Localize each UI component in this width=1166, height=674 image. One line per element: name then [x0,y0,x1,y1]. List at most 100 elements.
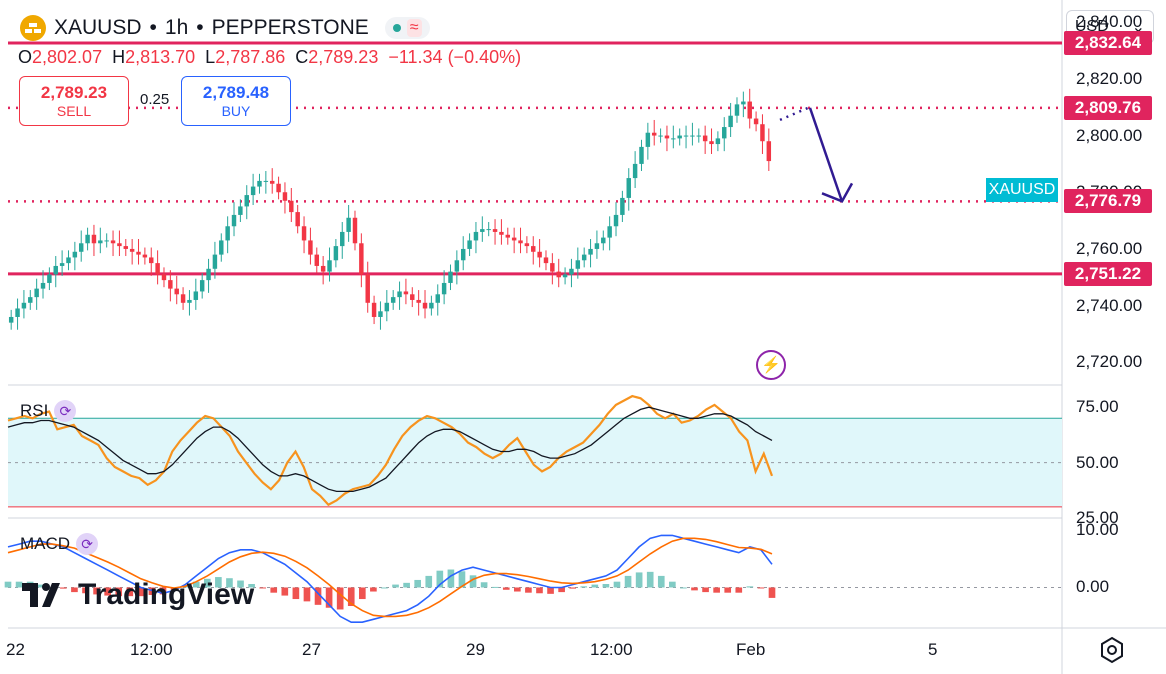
symbol-header[interactable]: XAUUSD • 1h • PEPPERSTONE ≈ [20,14,430,42]
candle-body [645,132,651,147]
candle-body [269,180,275,184]
macd-line [7,534,773,624]
market-status[interactable]: ≈ [384,17,430,39]
candle-body [562,274,568,278]
candle-body [753,118,759,125]
candle-body [34,288,39,298]
candle-body [161,274,167,281]
price-pane [8,41,1062,330]
candle-body [581,254,587,261]
macd-histogram-bar [536,587,543,594]
macd-title[interactable]: MACD ⟳ [20,533,99,555]
candle-body [607,226,612,238]
brand-name: TradingView [78,578,255,611]
interval-label: 1h [164,16,189,39]
broker-name: PEPPERSTONE [211,16,369,39]
macd-histogram-bar [281,587,289,596]
candle-body [352,217,358,244]
rsi-tick-label: 75.00 [1076,397,1119,417]
candle-body [104,240,109,242]
forecast-arrow [808,107,844,202]
candle-body [66,257,71,264]
macd-histogram-bar [237,580,244,588]
macd-histogram-bar [480,582,488,588]
candle-body [8,316,14,323]
candle-body [28,297,33,303]
macd-histogram-bar [4,581,12,588]
candle-body [575,260,581,269]
macd-histogram-bar [37,584,45,588]
change-value: −11.34 (−0.40%) [388,47,522,67]
price-tick-label: 2,760.00 [1076,238,1143,258]
macd-histogram-bar [613,581,621,588]
buy-label: BUY [221,103,251,119]
macd-histogram-bar [192,581,200,588]
macd-histogram-bar [691,587,698,591]
buy-price: 2,789.48 [202,83,270,102]
candle-body [378,311,383,317]
candle-body [594,243,600,249]
candle-body [257,180,262,187]
macd-histogram-bar [259,587,266,589]
level-price-tag: 2,809.76 [1064,95,1152,120]
macd-signal-line [7,537,773,618]
macd-histogram-bar [370,587,377,592]
candle-body [632,163,638,179]
macd-histogram-bar [215,577,222,588]
macd-histogram-bar [270,587,278,593]
candle-body [550,263,555,272]
symbol-name: XAUUSD [54,16,142,39]
time-tick-label: 5 [928,640,938,659]
rsi-title[interactable]: RSI ⟳ [20,400,77,422]
price-tick-label: 2,820.00 [1076,68,1143,88]
candle-body [766,141,772,162]
macd-histogram-bar [126,587,134,597]
candle-body [346,217,351,232]
macd-histogram-bar [60,587,67,589]
macd-histogram-bar [669,581,676,588]
forecast-arrow-lead [779,106,809,122]
candle-body [537,251,542,258]
buy-button[interactable]: 2,789.48 BUY [181,76,291,126]
macd-histogram-bar [602,584,610,588]
candle-body [601,237,606,244]
candle-body [492,229,498,232]
settings-icon[interactable] [1098,636,1126,664]
refresh-icon[interactable]: ⟳ [76,533,99,555]
candle-body [123,246,129,249]
candle-body [435,294,440,303]
candle-body [639,146,644,164]
candle-body [531,246,536,252]
macd-histogram-bar [358,587,366,600]
time-tick-label: Feb [736,640,766,659]
candle-body [499,231,504,235]
macd-histogram-bar [569,587,577,589]
candle-body [333,246,339,261]
candle-body [690,135,695,137]
refresh-icon[interactable]: ⟳ [54,400,77,422]
macd-histogram-bar [469,575,477,588]
candle-body [365,274,370,303]
candle-body [85,234,90,244]
time-tick-label: 29 [466,640,485,659]
candle-body [734,104,740,116]
candle-body [620,197,625,215]
symbol-price-tag: XAUUSD [986,178,1058,202]
candle-body [397,291,402,298]
lightning-icon[interactable]: ⚡ [756,350,786,380]
candle-body [59,263,65,266]
candle-body [467,240,472,249]
candle-body [91,234,97,244]
time-tick-label: 27 [302,640,321,659]
macd-histogram-bar [713,587,720,593]
separator: • [149,16,157,39]
candle-body [244,195,249,207]
sell-button[interactable]: 2,789.23 SELL [19,76,129,126]
candle-body [722,127,727,139]
macd-histogram-bar [303,587,311,602]
candle-body [390,297,396,303]
tradingview-logo[interactable]: TradingView [22,578,254,612]
price-tick-label: 2,720.00 [1076,352,1143,372]
